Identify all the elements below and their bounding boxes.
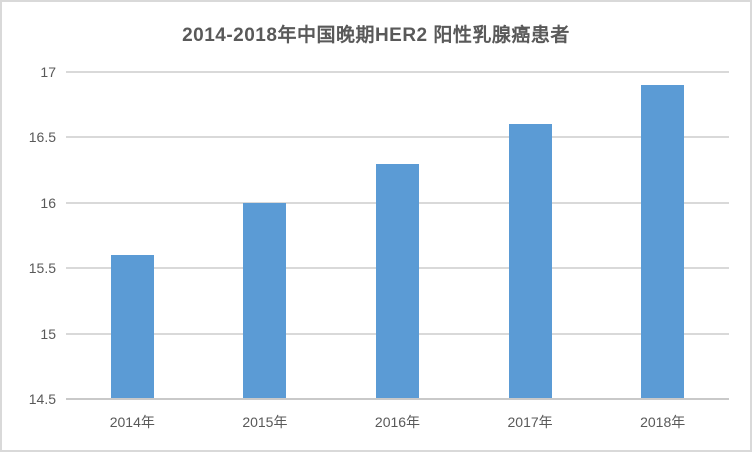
x-axis-label: 2017年 [507, 414, 553, 430]
plot-area [66, 71, 729, 400]
y-tick-label: 16.5 [28, 129, 56, 146]
bar-2016年 [376, 163, 419, 399]
x-axis-label: 2015年 [242, 414, 288, 430]
bar-2015年 [243, 202, 287, 399]
bar-2014年 [110, 255, 154, 399]
y-tick-label: 14.5 [28, 391, 56, 407]
y-tick-label: 17 [40, 64, 56, 80]
x-axis-line [66, 398, 729, 400]
bar-2017年 [508, 124, 552, 399]
x-axis-label: 2016年 [374, 414, 421, 430]
chart-title: 2014-2018年中国晚期HER2 阳性乳腺癌患者 [182, 25, 570, 46]
y-tick-label: 15 [40, 325, 56, 342]
x-axis-label: 2018年 [640, 414, 686, 430]
gridline [66, 71, 729, 73]
x-axis-label: 2014年 [109, 414, 155, 430]
y-tick-label: 15.5 [28, 260, 56, 277]
gridline [66, 136, 729, 139]
bar-2018年 [641, 85, 685, 399]
y-tick-label: 16 [40, 194, 56, 211]
